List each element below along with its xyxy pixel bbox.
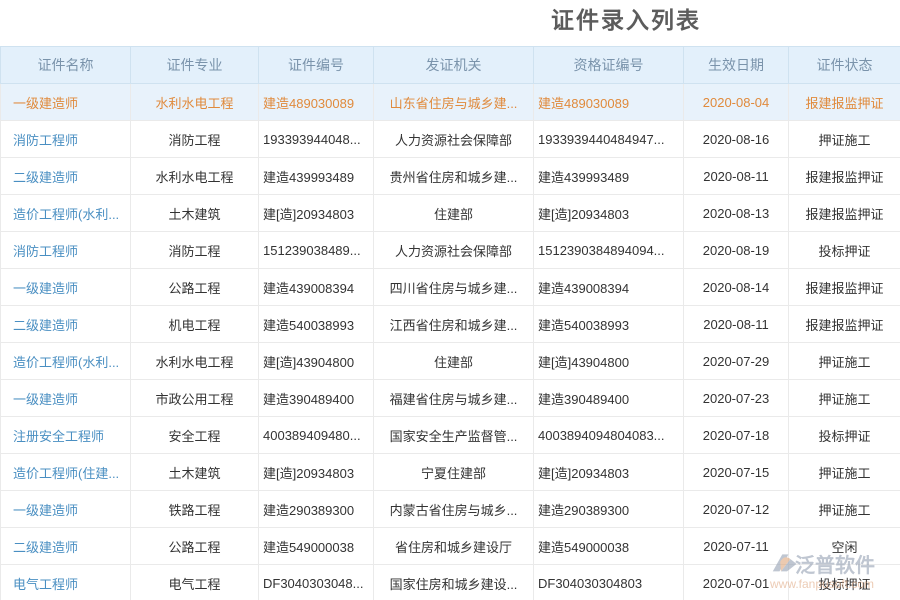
svg-text:www.fanpusoft.com: www.fanpusoft.com bbox=[770, 577, 874, 591]
svg-text:泛普软件: 泛普软件 bbox=[795, 553, 875, 577]
